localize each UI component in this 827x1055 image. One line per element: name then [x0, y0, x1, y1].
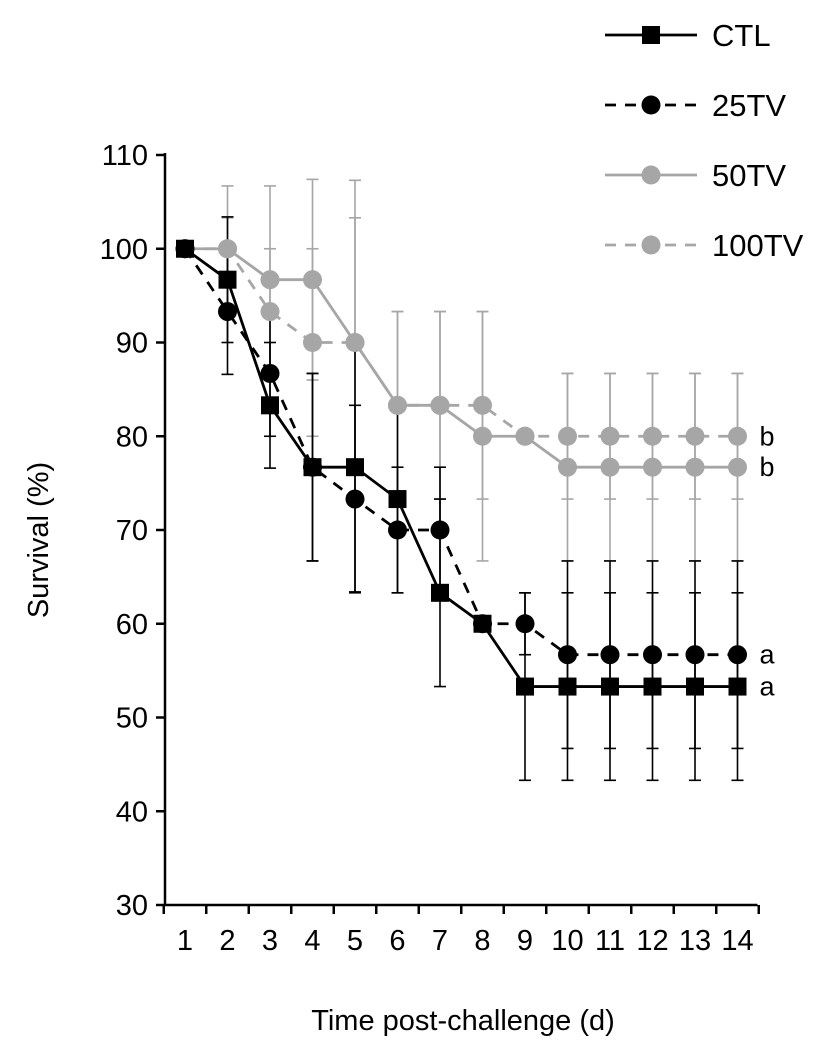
legend-marker-50tv	[641, 165, 661, 185]
significance-label-100tv: b	[760, 421, 775, 451]
data-point-25tv	[685, 645, 705, 665]
axes-layer	[156, 153, 760, 914]
data-point-100tv	[643, 426, 662, 446]
data-point-ctl	[728, 677, 747, 696]
data-point-ctl	[558, 677, 577, 696]
x-tick-label: 4	[304, 925, 320, 957]
data-point-25tv	[430, 520, 450, 540]
y-tick-label: 30	[116, 890, 148, 922]
x-tick-label: 8	[474, 925, 490, 957]
data-point-ctl	[643, 677, 662, 696]
x-tick-label: 12	[636, 925, 668, 957]
y-tick-label: 110	[102, 140, 148, 172]
legend-label-100tv: 100TV	[712, 228, 804, 263]
x-tick-label: 11	[595, 925, 625, 957]
data-point-100tv	[558, 426, 577, 446]
data-point-50tv	[260, 270, 280, 290]
legend-label-25tv: 25TV	[712, 88, 786, 123]
data-point-ctl	[431, 583, 449, 602]
x-tick-label: 5	[347, 925, 363, 957]
legend-label-50tv: 50TV	[712, 158, 786, 193]
y-tick-label: 40	[116, 796, 148, 828]
data-point-ctl	[218, 270, 237, 289]
data-point-100tv	[430, 395, 450, 415]
data-point-100tv	[515, 426, 535, 446]
data-point-25tv	[388, 520, 407, 540]
x-tick-label: 1	[177, 925, 193, 957]
x-axis-title: Time post-challenge (d)	[311, 1005, 615, 1037]
data-point-100tv	[600, 426, 620, 446]
data-point-100tv	[685, 426, 705, 446]
legend: CTL 25TV 50TV 100TV	[605, 18, 804, 263]
legend-label-ctl: CTL	[712, 18, 771, 53]
error-bars-layer	[221, 178, 744, 782]
series-line-25tv	[183, 247, 738, 657]
data-point-50tv	[303, 270, 322, 290]
x-tick-label: 10	[551, 925, 583, 957]
data-point-100tv	[218, 239, 237, 259]
data-point-50tv	[685, 457, 705, 477]
data-point-ctl	[261, 396, 279, 415]
data-point-25tv	[260, 363, 280, 383]
x-tick-label: 7	[432, 925, 448, 957]
data-point-100tv	[260, 302, 280, 322]
x-tick-label: 2	[219, 925, 235, 957]
data-point-25tv	[600, 645, 620, 665]
legend-marker-ctl	[642, 26, 660, 44]
y-tick-label: 60	[116, 609, 148, 641]
y-tick-label: 90	[116, 328, 148, 360]
data-point-ctl	[601, 677, 619, 696]
x-tick-label: 6	[389, 925, 405, 957]
data-point-50tv	[600, 457, 620, 477]
data-point-25tv	[643, 645, 662, 665]
significance-label-50tv: b	[760, 452, 775, 482]
x-tick-label: 3	[262, 925, 278, 957]
data-point-50tv	[558, 457, 577, 477]
data-point-25tv	[218, 302, 237, 322]
x-tick-label: 13	[679, 925, 711, 957]
data-point-100tv	[345, 333, 365, 352]
data-point-25tv	[515, 614, 535, 634]
data-point-50tv	[728, 457, 747, 477]
data-point-25tv	[345, 489, 365, 509]
legend-marker-100tv	[641, 235, 661, 255]
markers-layer	[175, 239, 747, 696]
significance-label-25tv: a	[760, 640, 776, 670]
data-point-100tv	[303, 333, 322, 352]
data-point-50tv	[473, 426, 492, 446]
data-point-100tv	[728, 426, 747, 446]
data-point-100tv	[388, 395, 407, 415]
data-point-25tv	[558, 645, 577, 665]
y-axis-title: Survival (%)	[23, 462, 55, 618]
data-point-25tv	[175, 239, 195, 259]
data-point-100tv	[473, 395, 492, 415]
data-point-25tv	[728, 645, 747, 665]
data-point-ctl	[686, 677, 704, 696]
significance-label-ctl: a	[760, 672, 776, 702]
y-tick-label: 100	[100, 234, 148, 266]
x-tick-label: 9	[517, 925, 533, 957]
data-point-ctl	[388, 490, 407, 509]
data-point-25tv	[473, 614, 492, 634]
y-tick-label: 80	[116, 421, 148, 453]
data-point-ctl	[516, 677, 534, 696]
data-point-50tv	[643, 457, 662, 477]
y-tick-label: 50	[116, 703, 148, 735]
y-tick-label: 70	[116, 515, 148, 547]
legend-marker-25tv	[641, 95, 661, 115]
data-point-ctl	[346, 458, 364, 477]
data-point-25tv	[303, 457, 322, 477]
x-tick-label: 14	[721, 925, 753, 957]
